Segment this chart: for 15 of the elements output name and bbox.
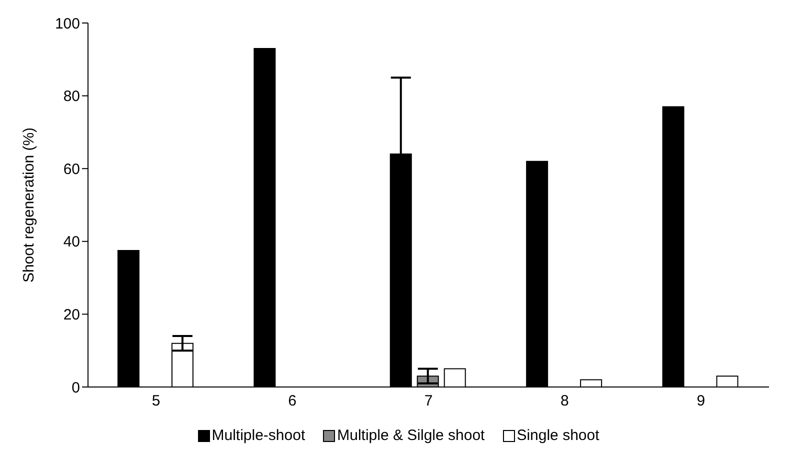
y-tick-label: 0 [72,379,80,396]
y-tick-label: 60 [63,160,80,178]
legend-label: Multiple & Silgle shoot [336,427,485,444]
x-tick-label: 6 [288,392,296,410]
y-tick-label: 20 [63,306,80,324]
x-tick-label: 9 [696,392,706,410]
x-tick-label: 7 [424,392,433,410]
y-tick-label: 100 [54,15,80,32]
legend-label: Multiple-shoot [210,427,306,444]
y-tick-label: 80 [63,88,80,106]
y-tick-label: 40 [63,234,80,251]
y-axis-title: Shoot regeneration (%) [20,127,38,283]
x-tick-label: 8 [560,392,569,410]
x-tick-label: 5 [152,392,160,410]
legend-label: Single shoot [516,427,600,444]
